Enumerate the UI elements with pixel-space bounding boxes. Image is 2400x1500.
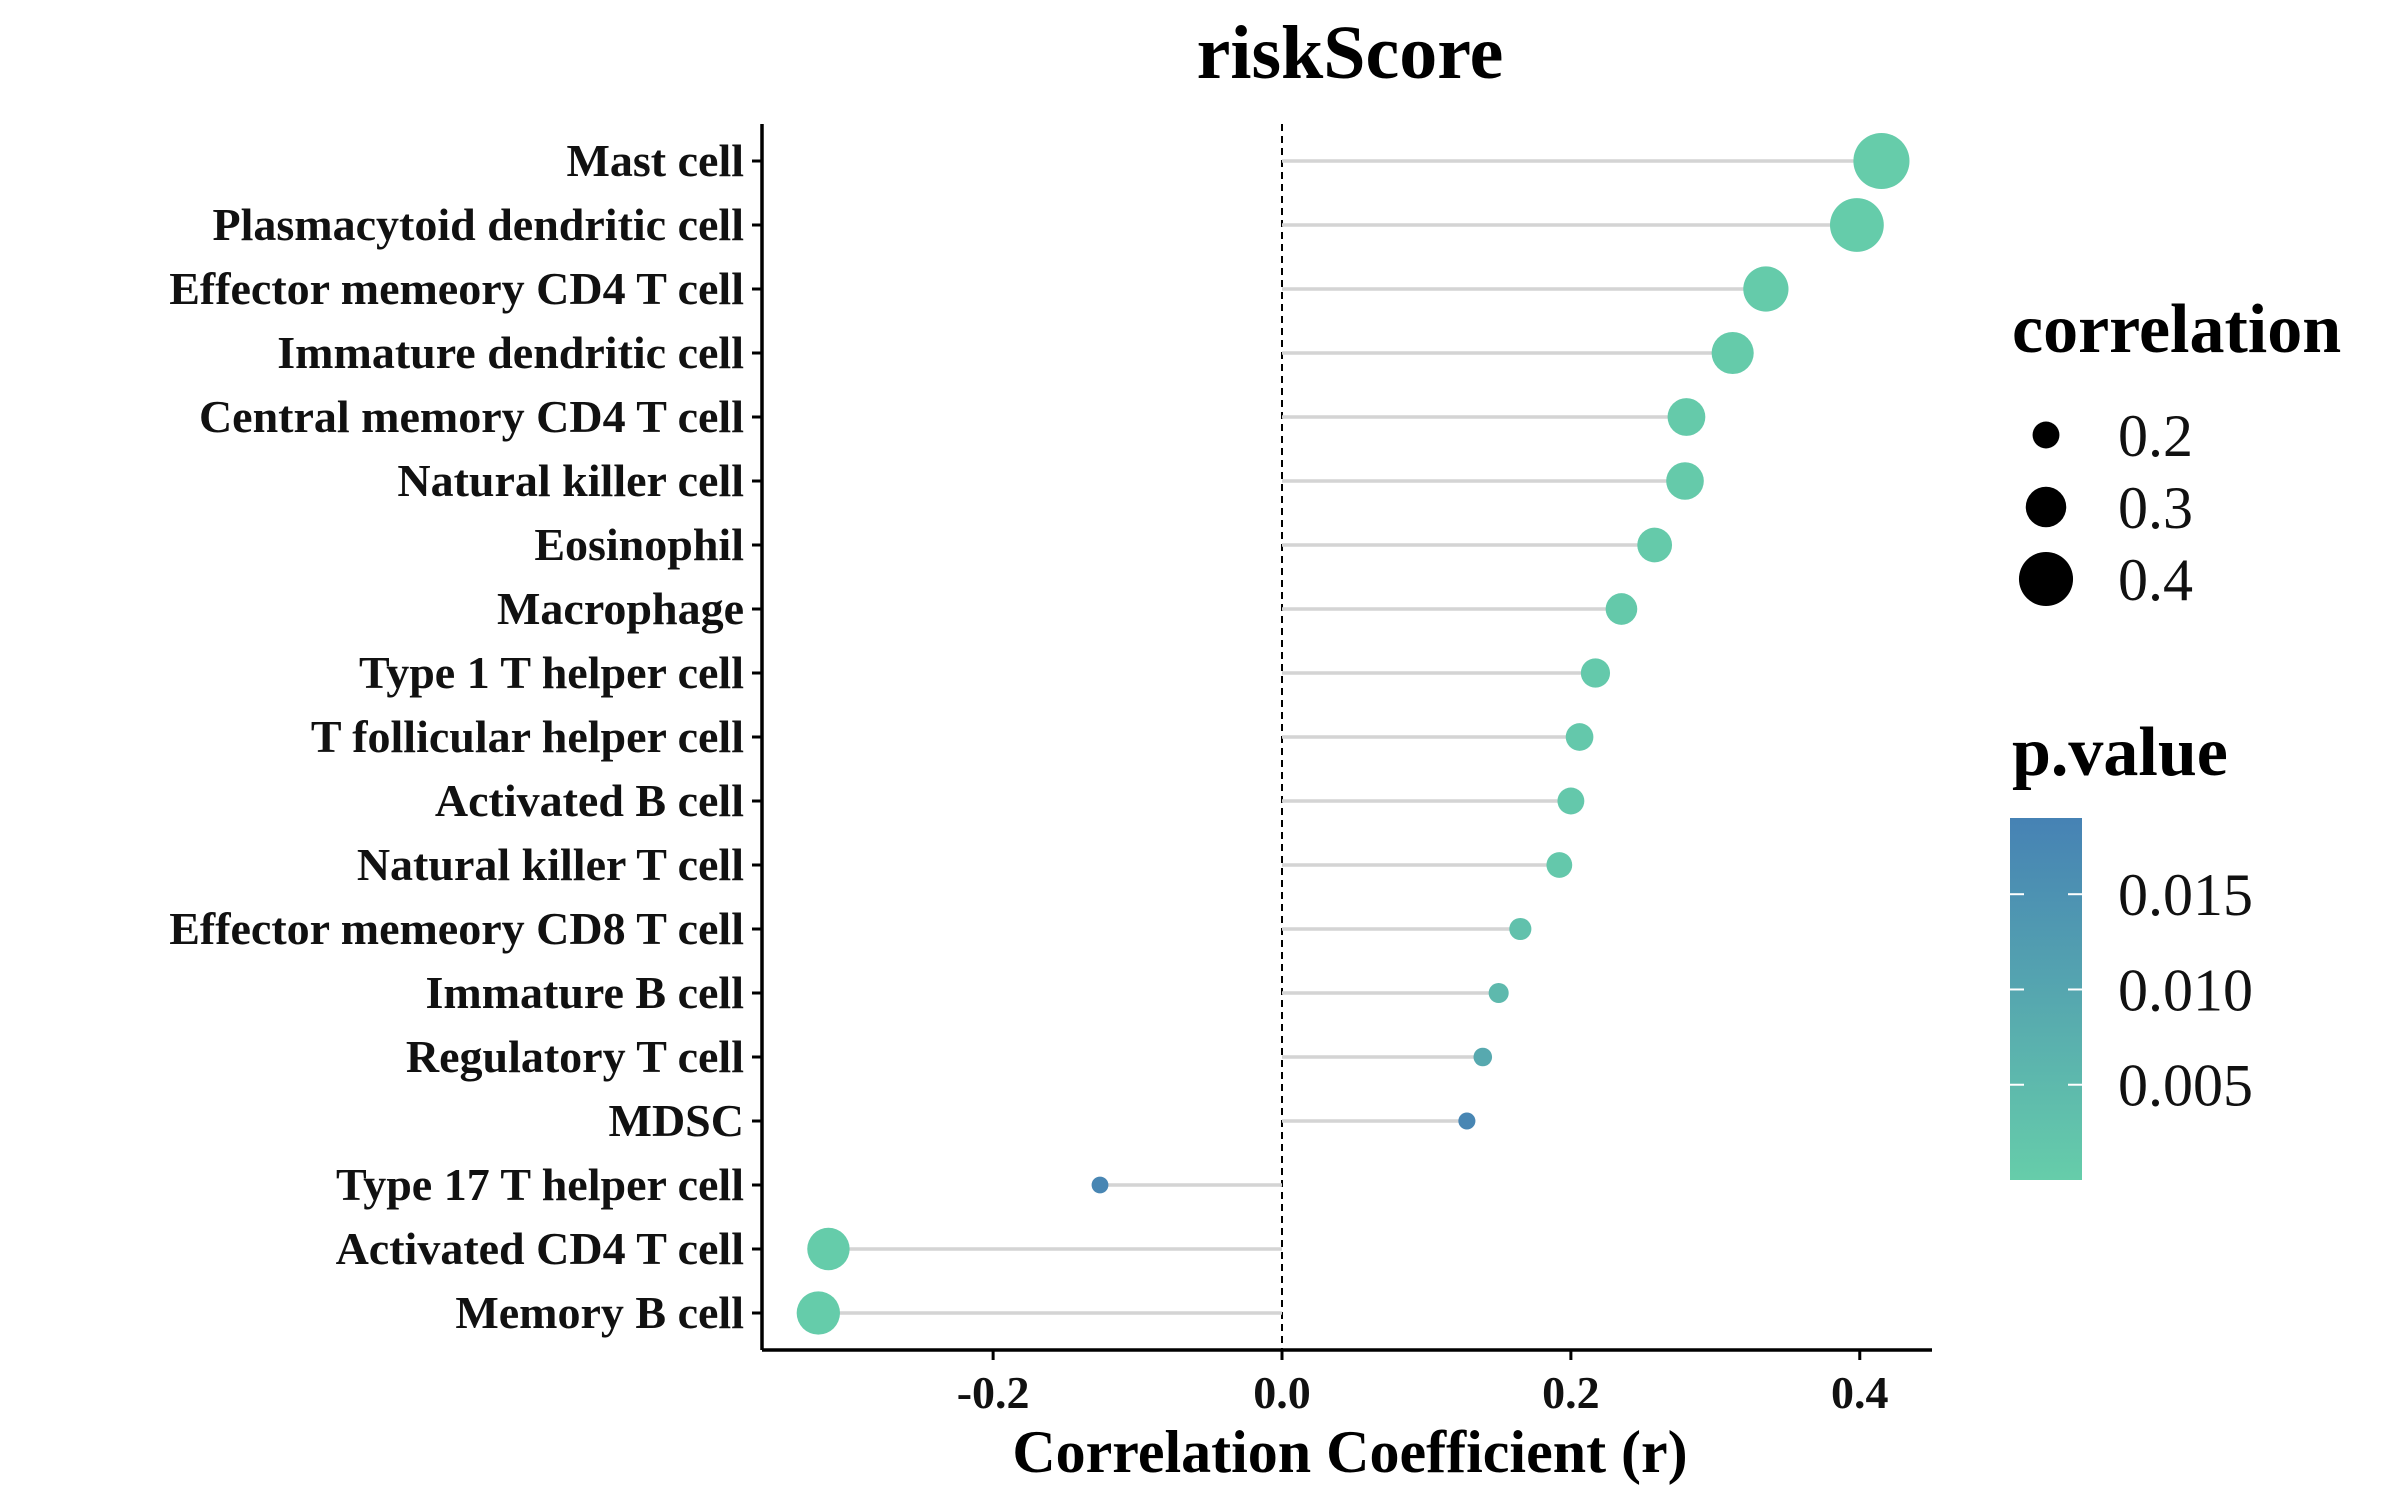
chart-title: riskScore [1197,11,1504,95]
y-tick-label-16: Type 17 T helper cell [336,1159,744,1210]
y-tick-label-15: MDSC [609,1095,744,1146]
x-axis-label: Correlation Coefficient (r) [1012,1419,1687,1485]
legend: correlation 0.20.30.4 p.value 0.015 0.010… [2010,291,2341,1180]
color-tick-label-2: 0.005 [2118,1053,2253,1119]
y-ticks-group: Mast cell Plasmacytoid dendritic cell Effe… [169,135,762,1338]
y-tick-label-18: Memory B cell [455,1287,744,1338]
y-tick-label-6: Eosinophil [534,519,744,570]
x-tick-label-3: 0.4 [1831,1367,1889,1418]
size-legend-items: 0.20.30.4 [2018,403,2193,613]
y-tick-label-5: Natural killer cell [397,455,744,506]
point-8 [1580,658,1611,688]
point-11 [1546,852,1573,878]
color-legend-bar [2010,818,2082,1180]
size-legend-title: correlation [2012,291,2341,368]
points-group [796,132,1910,1335]
size-legend-dot-1 [2025,486,2067,528]
y-tick-label-1: Plasmacytoid dendritic cell [213,199,744,250]
point-7 [1605,593,1638,625]
size-legend-label-1: 0.3 [2118,475,2193,541]
point-10 [1557,787,1585,815]
color-tick-label-1: 0.010 [2118,957,2253,1023]
color-tick-label-0: 0.015 [2118,862,2253,928]
point-2 [1743,266,1789,312]
color-legend-title: p.value [2012,714,2228,791]
point-13 [1488,982,1509,1004]
y-tick-label-13: Immature B cell [425,967,744,1018]
size-legend-label-0: 0.2 [2118,403,2193,469]
x-tick-label-1: 0.0 [1253,1367,1311,1418]
point-4 [1667,398,1706,436]
point-3 [1711,331,1754,375]
plot-area: Mast cell Plasmacytoid dendritic cell Effe… [169,124,1932,1418]
y-tick-label-8: Type 1 T helper cell [359,647,744,698]
y-tick-label-17: Activated CD4 T cell [336,1223,744,1274]
y-tick-label-11: Natural killer T cell [357,839,744,890]
point-1 [1829,198,1884,252]
y-tick-label-12: Effector memeory CD8 T cell [169,903,744,954]
x-ticks-group: -0.2 0.0 0.2 0.4 [957,1350,1889,1418]
point-6 [1637,527,1673,563]
x-tick-label-2: 0.2 [1542,1367,1600,1418]
size-legend-dot-2 [2018,551,2074,607]
y-tick-label-9: T follicular helper cell [311,711,744,762]
point-14 [1473,1047,1493,1067]
x-tick-label-0: -0.2 [957,1367,1030,1418]
point-18 [796,1291,841,1335]
stems-group [818,159,1882,1315]
point-9 [1565,723,1594,751]
y-tick-label-3: Immature dendritic cell [277,327,744,378]
y-tick-label-4: Central memory CD4 T cell [199,391,744,442]
y-tick-label-10: Activated B cell [435,775,744,826]
point-5 [1666,462,1704,500]
size-legend-label-2: 0.4 [2118,547,2193,613]
point-17 [807,1227,850,1271]
point-12 [1509,917,1532,941]
y-tick-label-14: Regulatory T cell [406,1031,744,1082]
y-tick-label-0: Mast cell [566,135,744,186]
color-legend-ticks: 0.015 0.010 0.005 [2010,862,2253,1119]
size-legend-dot-0 [2032,421,2060,449]
y-tick-label-7: Macrophage [497,583,744,634]
point-15 [1458,1112,1476,1130]
y-tick-label-2: Effector memeory CD4 T cell [169,263,744,314]
point-0 [1853,132,1910,190]
point-16 [1091,1176,1109,1194]
